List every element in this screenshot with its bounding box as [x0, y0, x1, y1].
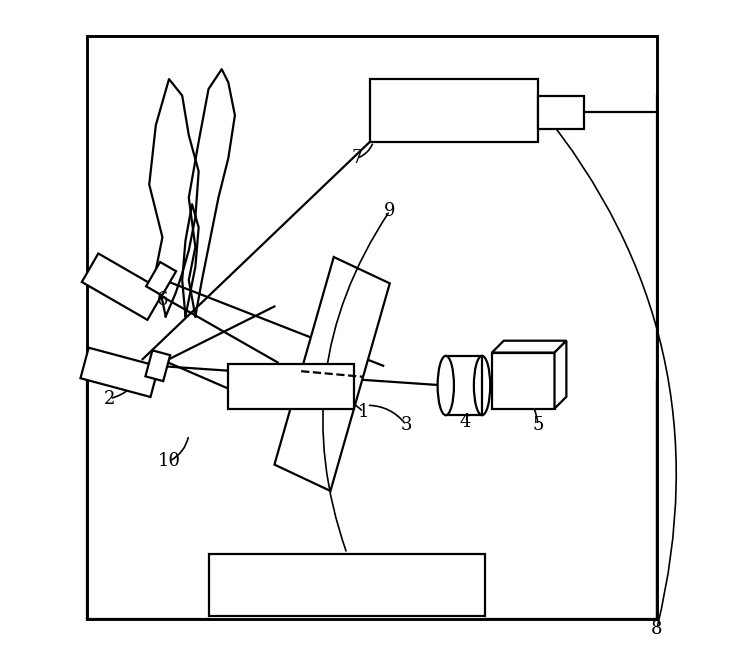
- Polygon shape: [146, 262, 176, 295]
- Text: 9: 9: [384, 202, 395, 220]
- Ellipse shape: [437, 356, 454, 415]
- Text: 6: 6: [157, 291, 168, 309]
- Text: 5: 5: [532, 416, 544, 434]
- Bar: [538, 96, 584, 129]
- Polygon shape: [81, 348, 158, 397]
- Text: 7: 7: [352, 149, 363, 167]
- Bar: [370, 79, 538, 142]
- Bar: [87, 36, 656, 619]
- Polygon shape: [146, 351, 170, 381]
- Text: 10: 10: [158, 452, 181, 471]
- Text: 3: 3: [400, 416, 412, 434]
- Text: 1: 1: [357, 403, 369, 421]
- Bar: [209, 554, 485, 616]
- Polygon shape: [82, 254, 164, 320]
- Text: 8: 8: [651, 620, 662, 639]
- Polygon shape: [554, 341, 566, 409]
- Text: 4: 4: [460, 413, 471, 431]
- Bar: [445, 356, 482, 415]
- Bar: [229, 364, 354, 409]
- Polygon shape: [492, 341, 566, 353]
- Bar: [492, 353, 554, 409]
- Text: 2: 2: [104, 389, 115, 408]
- Polygon shape: [275, 257, 390, 491]
